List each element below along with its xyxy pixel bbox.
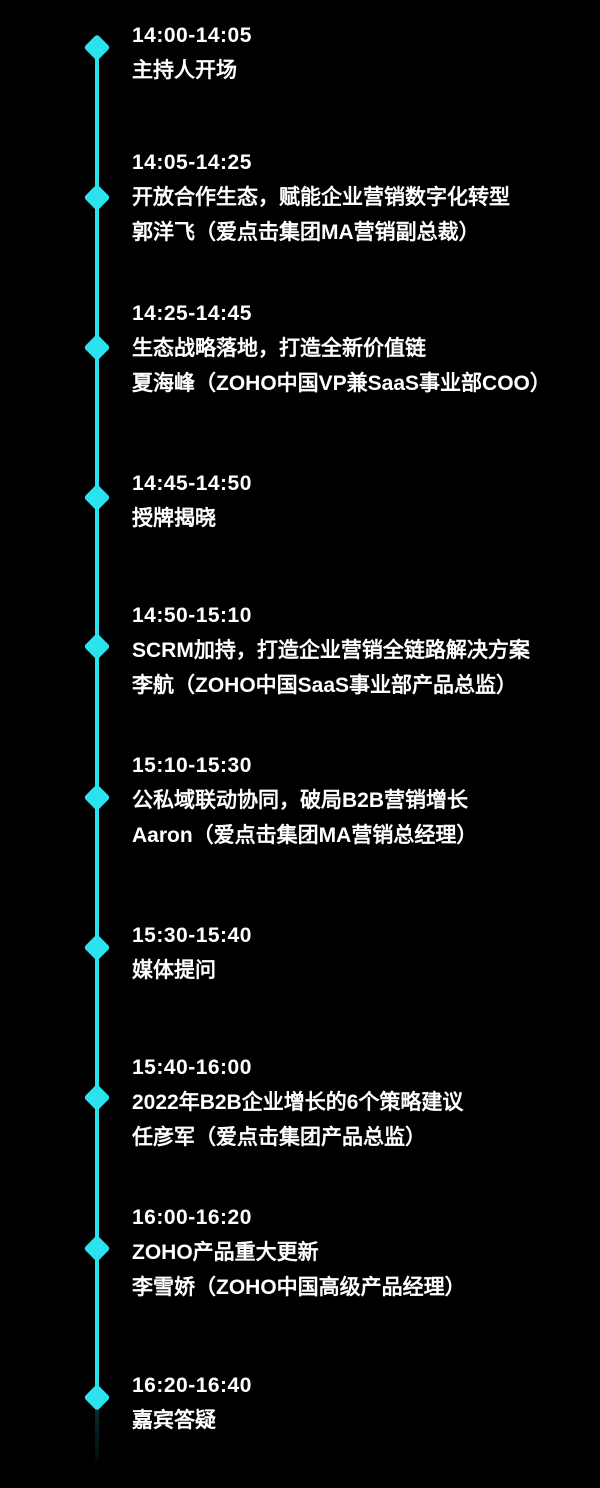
item-time: 15:30-15:40 — [132, 924, 252, 947]
item-time: 14:50-15:10 — [132, 604, 252, 627]
timeline-item: 15:30-15:40 媒体提问 — [132, 918, 572, 988]
timeline-node-diamond — [83, 784, 111, 811]
item-speaker: Aaron（爱点击集团MA营销总经理） — [132, 824, 478, 847]
item-time: 14:00-14:05 — [132, 24, 252, 47]
item-time: 16:00-16:20 — [132, 1206, 252, 1229]
timeline-node-diamond — [83, 334, 111, 361]
item-time: 14:05-14:25 — [132, 151, 252, 174]
timeline-line — [95, 48, 99, 1398]
item-time: 15:10-15:30 — [132, 754, 252, 777]
item-time: 15:40-16:00 — [132, 1056, 252, 1079]
timeline-node-diamond — [83, 484, 111, 511]
item-time: 14:45-14:50 — [132, 472, 252, 495]
item-speaker: 李雪娇（ZOHO中国高级产品经理） — [132, 1276, 466, 1299]
item-speaker: 任彦军（爱点击集团产品总监） — [132, 1126, 426, 1149]
timeline-node-diamond — [83, 1235, 111, 1262]
timeline-item: 14:05-14:25 开放合作生态，赋能企业营销数字化转型 郭洋飞（爱点击集团… — [132, 145, 572, 250]
timeline-item: 15:40-16:00 2022年B2B企业增长的6个策略建议 任彦军（爱点击集… — [132, 1050, 572, 1155]
timeline-item: 15:10-15:30 公私域联动协同，破局B2B营销增长 Aaron（爱点击集… — [132, 748, 572, 853]
timeline-item: 14:00-14:05 主持人开场 — [132, 18, 572, 88]
timeline-node-diamond — [83, 934, 111, 961]
item-title: 生态战略落地，打造全新价值链 — [132, 337, 426, 360]
timeline-node-diamond — [83, 1384, 111, 1411]
timeline-node-diamond — [83, 184, 111, 211]
timeline-node-diamond — [83, 633, 111, 660]
item-title: 开放合作生态，赋能企业营销数字化转型 — [132, 186, 510, 209]
item-title: 2022年B2B企业增长的6个策略建议 — [132, 1091, 464, 1114]
item-title: SCRM加持，打造企业营销全链路解决方案 — [132, 639, 530, 662]
timeline-node-diamond — [83, 34, 111, 61]
timeline-item: 16:20-16:40 嘉宾答疑 — [132, 1368, 572, 1438]
item-title: 媒体提问 — [132, 959, 216, 982]
timeline-item: 16:00-16:20 ZOHO产品重大更新 李雪娇（ZOHO中国高级产品经理） — [132, 1200, 572, 1305]
item-speaker: 郭洋飞（爱点击集团MA营销副总裁） — [132, 221, 480, 244]
timeline-line-fade — [95, 1398, 99, 1460]
item-title: 公私域联动协同，破局B2B营销增长 — [132, 789, 469, 812]
timeline-node-diamond — [83, 1084, 111, 1111]
item-title: ZOHO产品重大更新 — [132, 1241, 319, 1264]
item-time: 14:25-14:45 — [132, 302, 252, 325]
item-title: 嘉宾答疑 — [132, 1409, 216, 1432]
timeline-item: 14:50-15:10 SCRM加持，打造企业营销全链路解决方案 李航（ZOHO… — [132, 598, 572, 703]
timeline-item: 14:45-14:50 授牌揭晓 — [132, 466, 572, 536]
item-speaker: 夏海峰（ZOHO中国VP兼SaaS事业部COO） — [132, 372, 551, 395]
item-speaker: 李航（ZOHO中国SaaS事业部产品总监） — [132, 674, 518, 697]
item-title: 授牌揭晓 — [132, 507, 216, 530]
item-time: 16:20-16:40 — [132, 1374, 252, 1397]
timeline-item: 14:25-14:45 生态战略落地，打造全新价值链 夏海峰（ZOHO中国VP兼… — [132, 296, 572, 401]
item-title: 主持人开场 — [132, 59, 237, 82]
